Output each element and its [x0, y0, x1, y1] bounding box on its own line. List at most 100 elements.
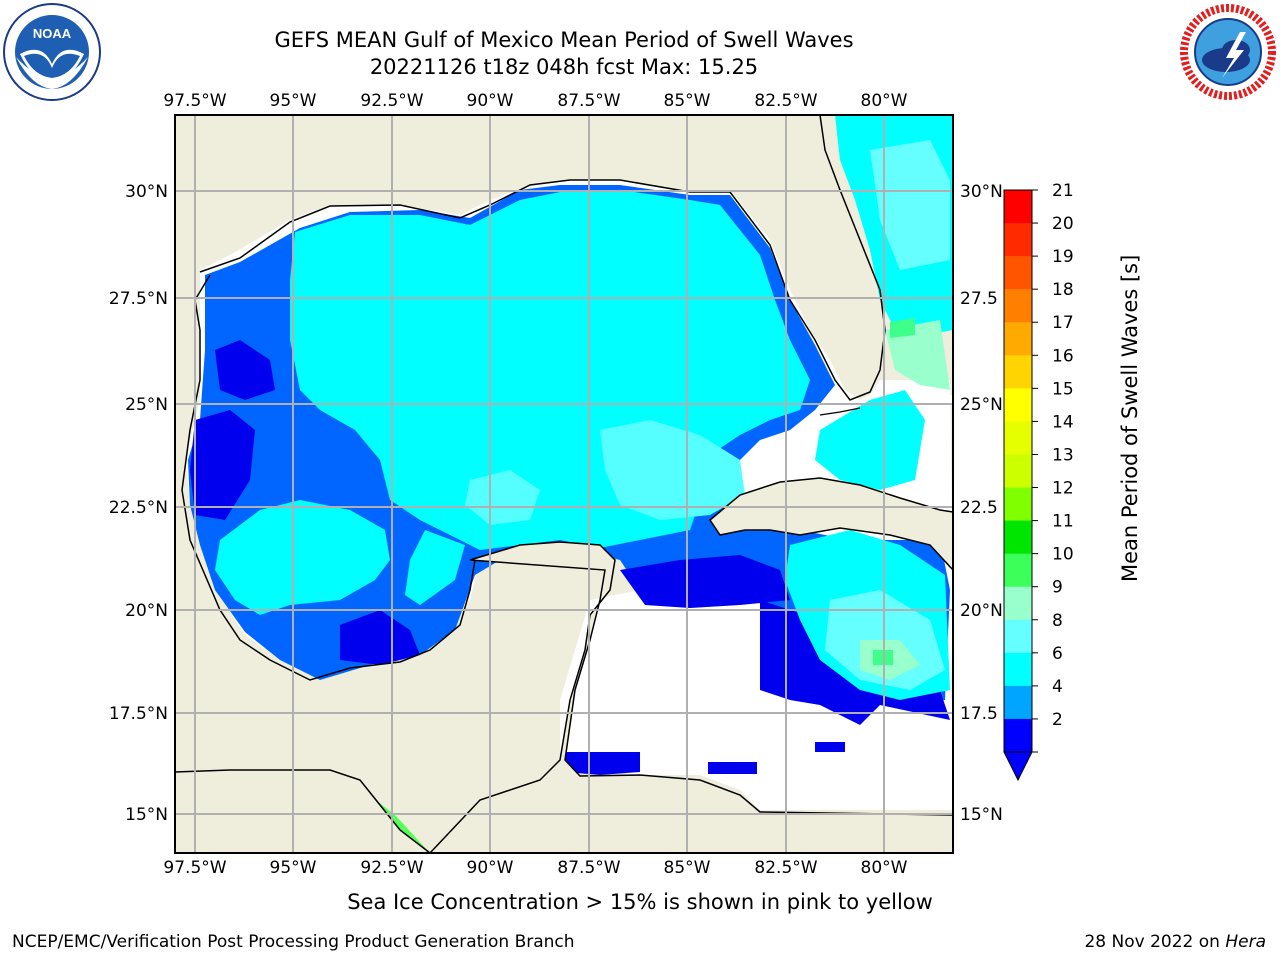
swell-band-dark-yucatan	[620, 555, 790, 608]
lon-label-top: 87.5°W	[557, 91, 620, 111]
svg-text:NOAA: NOAA	[33, 26, 72, 41]
swell-band-9-10-b	[890, 318, 915, 338]
lat-label-right: 30°N	[960, 182, 1003, 202]
lat-label-left: 17.5°N	[109, 704, 168, 724]
colorbar-swatch	[1004, 652, 1032, 687]
lon-label-top: 97.5°W	[163, 91, 226, 111]
lon-label-top: 95°W	[270, 91, 317, 111]
noaa-logo: NOAA	[3, 3, 101, 101]
lat-label-left: 15°N	[125, 805, 168, 825]
colorbar: 21 20 19 18 17 16 15 14 13 12 11 10 9 8 6 4 2	[1003, 181, 1074, 782]
colorbar-tick-label: 10	[1052, 545, 1074, 565]
colorbar-swatch	[1004, 355, 1032, 389]
chart-title: GEFS MEAN Gulf of Mexico Mean Period of …	[274, 28, 854, 52]
lon-label-top: 80°W	[861, 91, 908, 111]
colorbar-tick-label: 16	[1052, 346, 1074, 366]
footer-credit: NCEP/EMC/Verification Post Processing Pr…	[12, 932, 575, 952]
lat-label-left: 27.5°N	[109, 289, 168, 309]
colorbar-tick-label: 6	[1052, 644, 1063, 664]
colorbar-tick-label: 11	[1052, 512, 1074, 532]
lat-label-right: 15°N	[960, 805, 1003, 825]
sea-ice-caption: Sea Ice Concentration > 15% is shown in …	[347, 890, 933, 914]
map-area	[175, 115, 953, 853]
swell-band-dark-carib4	[815, 742, 845, 752]
colorbar-swatch	[1004, 223, 1032, 257]
swell-band-8-9	[885, 320, 950, 390]
swell-band-4-6-south	[405, 530, 465, 605]
lon-label-bottom: 85°W	[664, 858, 711, 878]
swell-band-dark-carib3	[708, 762, 757, 774]
lat-label-right: 20°N	[960, 601, 1003, 621]
colorbar-swatch	[1004, 718, 1032, 753]
swell-band-4-6-east	[815, 390, 925, 490]
us-gulf-coast	[199, 115, 886, 401]
chart-subtitle: 20221126 t18z 048h fcst Max: 15.25	[369, 55, 759, 79]
lon-label-top: 90°W	[467, 91, 514, 111]
caribbean-ocean	[560, 585, 953, 810]
lon-label-top: 85°W	[664, 91, 711, 111]
map-gridlines	[175, 115, 953, 853]
footer-date-text: 28 Nov 2022 on	[1084, 932, 1226, 952]
lon-label-bottom: 87.5°W	[557, 858, 620, 878]
colorbar-swatch	[1004, 685, 1032, 720]
colorbar-swatch	[1004, 553, 1032, 588]
colorbar-tick-label: 15	[1052, 379, 1074, 399]
lat-label-left: 20°N	[125, 601, 168, 621]
colorbar-tick-label: 20	[1052, 214, 1074, 234]
colorbar-tick-label: 9	[1052, 578, 1063, 598]
lon-label-bottom: 97.5°W	[163, 858, 226, 878]
colorbar-tick-label: 2	[1052, 710, 1063, 730]
colorbar-tick-label: 17	[1052, 313, 1074, 333]
colorbar-swatch	[1004, 256, 1032, 290]
colorbar-swatch	[1004, 586, 1032, 621]
lon-label-bottom: 95°W	[270, 858, 317, 878]
florida-keys	[819, 407, 861, 416]
colorbar-frame	[1003, 189, 1033, 753]
colorbar-swatch	[1004, 421, 1032, 455]
swell-band-dark-carib2	[565, 752, 640, 775]
colorbar-tick-label: 8	[1052, 611, 1063, 631]
colorbar-tick-label: 21	[1052, 181, 1074, 201]
colorbar-tick-label: 14	[1052, 412, 1074, 432]
lon-label-bottom: 90°W	[467, 858, 514, 878]
swell-band-dark-west	[190, 410, 255, 520]
lon-label-bottom: 80°W	[861, 858, 908, 878]
yucatan-peninsula	[175, 541, 953, 853]
swell-band-6-8-b	[465, 470, 540, 525]
colorbar-tick-label: 19	[1052, 247, 1074, 267]
lon-label-top: 92.5°W	[360, 91, 423, 111]
colorbar-swatch	[1004, 619, 1032, 654]
lat-label-right: 25°N	[960, 395, 1003, 415]
lon-label-bottom: 82.5°W	[754, 858, 817, 878]
colorbar-tick-label: 13	[1052, 445, 1074, 465]
mexico-west-coast	[181, 274, 476, 681]
swell-band-6-8	[600, 420, 745, 520]
colorbar-swatch	[1004, 454, 1032, 489]
lat-label-left: 30°N	[125, 182, 168, 202]
lat-label-right: 22.5	[960, 498, 998, 518]
colorbar-tick-label: 12	[1052, 479, 1074, 499]
colorbar-swatch	[1004, 289, 1032, 323]
swell-band-4-6-sw	[215, 500, 390, 615]
lon-label-top: 82.5°W	[754, 91, 817, 111]
colorbar-swatch	[1004, 190, 1032, 224]
swell-band-dark-south	[340, 610, 420, 665]
footer-date: 28 Nov 2022 on Hera	[1084, 932, 1266, 952]
footer-host: Hera	[1225, 932, 1266, 952]
colorbar-tick-label: 4	[1052, 677, 1063, 697]
cuba	[709, 477, 953, 572]
lat-label-left: 25°N	[125, 395, 168, 415]
colorbar-swatch	[1004, 520, 1032, 555]
lat-label-right: 27.5	[960, 289, 998, 309]
lat-label-left: 22.5°N	[109, 498, 168, 518]
colorbar-title: Mean Period of Swell Waves [s]	[1118, 254, 1142, 582]
swell-band-dark-nw	[215, 340, 275, 400]
nws-logo	[1180, 4, 1276, 100]
lon-label-bottom: 92.5°W	[360, 858, 423, 878]
bahamas-fill	[930, 395, 953, 405]
lat-label-right: 17.5	[960, 704, 998, 724]
map-frame	[174, 114, 954, 854]
colorbar-tick-label: 18	[1052, 280, 1074, 300]
colorbar-extend-arrow	[1003, 751, 1033, 782]
